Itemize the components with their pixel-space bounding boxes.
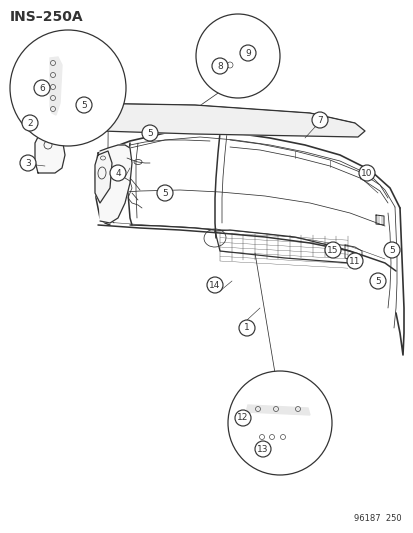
Circle shape [240,45,255,61]
Circle shape [311,112,327,128]
Text: 6: 6 [39,84,45,93]
Text: 3: 3 [25,158,31,167]
Circle shape [211,58,228,74]
Text: 10: 10 [361,168,372,177]
Circle shape [238,320,254,336]
Polygon shape [100,145,132,223]
Circle shape [22,115,38,131]
Circle shape [358,165,374,181]
Text: 4: 4 [115,168,121,177]
Circle shape [20,155,36,171]
Text: 1: 1 [244,324,249,333]
Text: 13: 13 [256,445,268,454]
Polygon shape [95,151,112,203]
Polygon shape [35,133,65,173]
Circle shape [254,441,271,457]
Circle shape [10,30,126,146]
Text: 5: 5 [81,101,87,109]
Text: 7: 7 [316,116,322,125]
Circle shape [76,97,92,113]
Polygon shape [50,57,62,115]
Circle shape [34,80,50,96]
Text: 5: 5 [147,128,152,138]
Circle shape [235,410,250,426]
Circle shape [346,253,362,269]
Circle shape [369,273,385,289]
Circle shape [228,371,331,475]
Text: 15: 15 [326,246,338,254]
Text: 8: 8 [216,61,222,70]
Circle shape [157,185,173,201]
Text: 12: 12 [237,414,248,423]
Text: 9: 9 [244,49,250,58]
Text: 14: 14 [209,280,220,289]
Circle shape [324,242,340,258]
Circle shape [110,165,126,181]
Polygon shape [245,405,309,415]
Circle shape [206,277,223,293]
Polygon shape [22,98,364,137]
Text: 96187  250: 96187 250 [354,514,401,523]
Circle shape [142,125,158,141]
Circle shape [195,14,279,98]
Text: 2: 2 [27,118,33,127]
Text: INS–250A: INS–250A [10,10,83,24]
Circle shape [383,242,399,258]
Text: 5: 5 [162,189,167,198]
Text: 11: 11 [349,256,360,265]
Text: 5: 5 [388,246,394,254]
Text: 5: 5 [374,277,380,286]
